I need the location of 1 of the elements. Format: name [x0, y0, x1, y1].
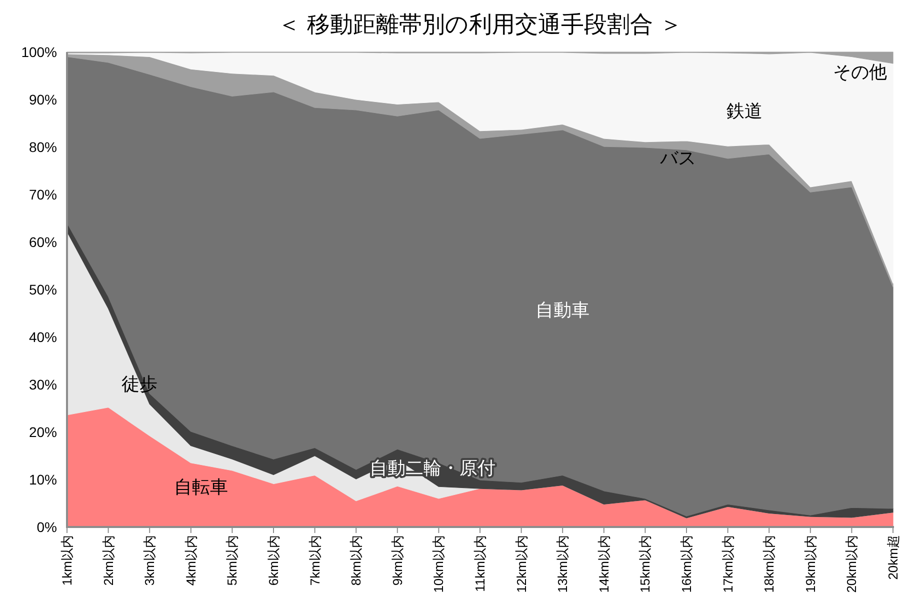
title: ＜ 移動距離帯別の利用交通手段割合 ＞: [278, 11, 682, 37]
